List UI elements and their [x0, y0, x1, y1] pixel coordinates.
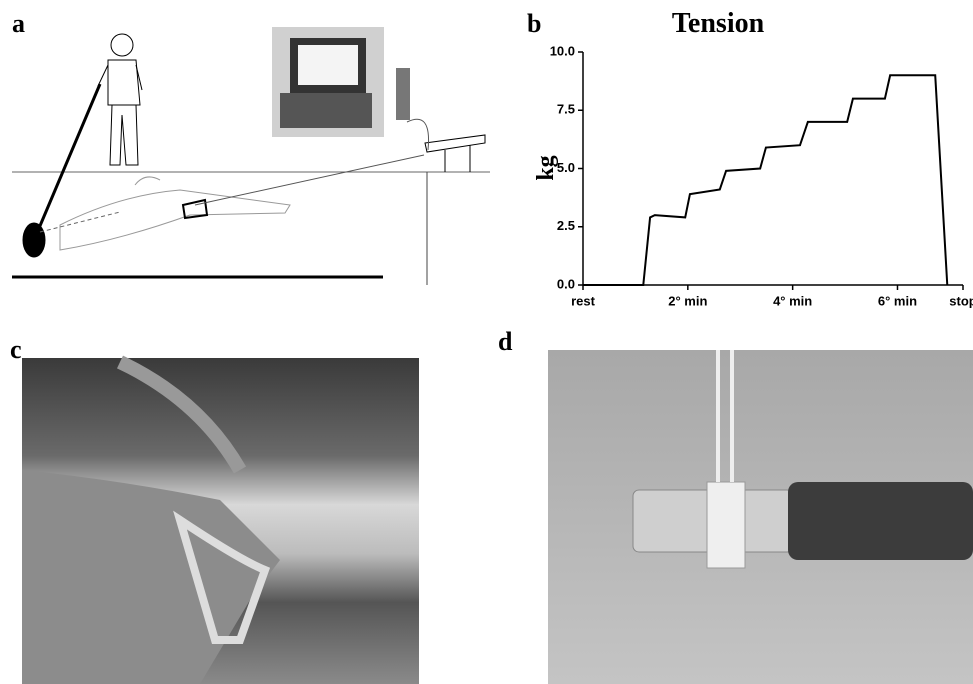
panel-label: d	[498, 327, 513, 356]
y-tick-label: 7.5	[557, 102, 575, 117]
panel-label: a	[12, 9, 25, 38]
chart-title: Tension	[672, 8, 765, 39]
y-tick-label: 10.0	[550, 43, 575, 58]
panel-label: b	[527, 9, 541, 38]
laptop-keyboard	[280, 93, 372, 128]
hose	[788, 482, 973, 560]
x-tick-label: 6° min	[878, 293, 917, 308]
sensor-device	[396, 68, 410, 120]
x-tick-label: 2° min	[668, 293, 707, 308]
tension-line	[583, 74, 949, 286]
y-axis-label: kg	[533, 155, 559, 180]
x-tick-label: stop	[949, 293, 973, 308]
valve-clip	[706, 481, 746, 569]
y-tick-label: 0.0	[557, 276, 575, 291]
y-tick-label: 2.5	[557, 218, 575, 233]
laptop-display	[298, 45, 358, 85]
snorkel	[173, 510, 271, 644]
setup-drawing	[12, 33, 490, 285]
tube	[116, 355, 247, 474]
x-tick-label: 4° min	[773, 293, 812, 308]
y-tick-label: 5.0	[557, 160, 575, 175]
x-tick-label: rest	[571, 293, 596, 308]
panel-label: c	[10, 335, 22, 364]
